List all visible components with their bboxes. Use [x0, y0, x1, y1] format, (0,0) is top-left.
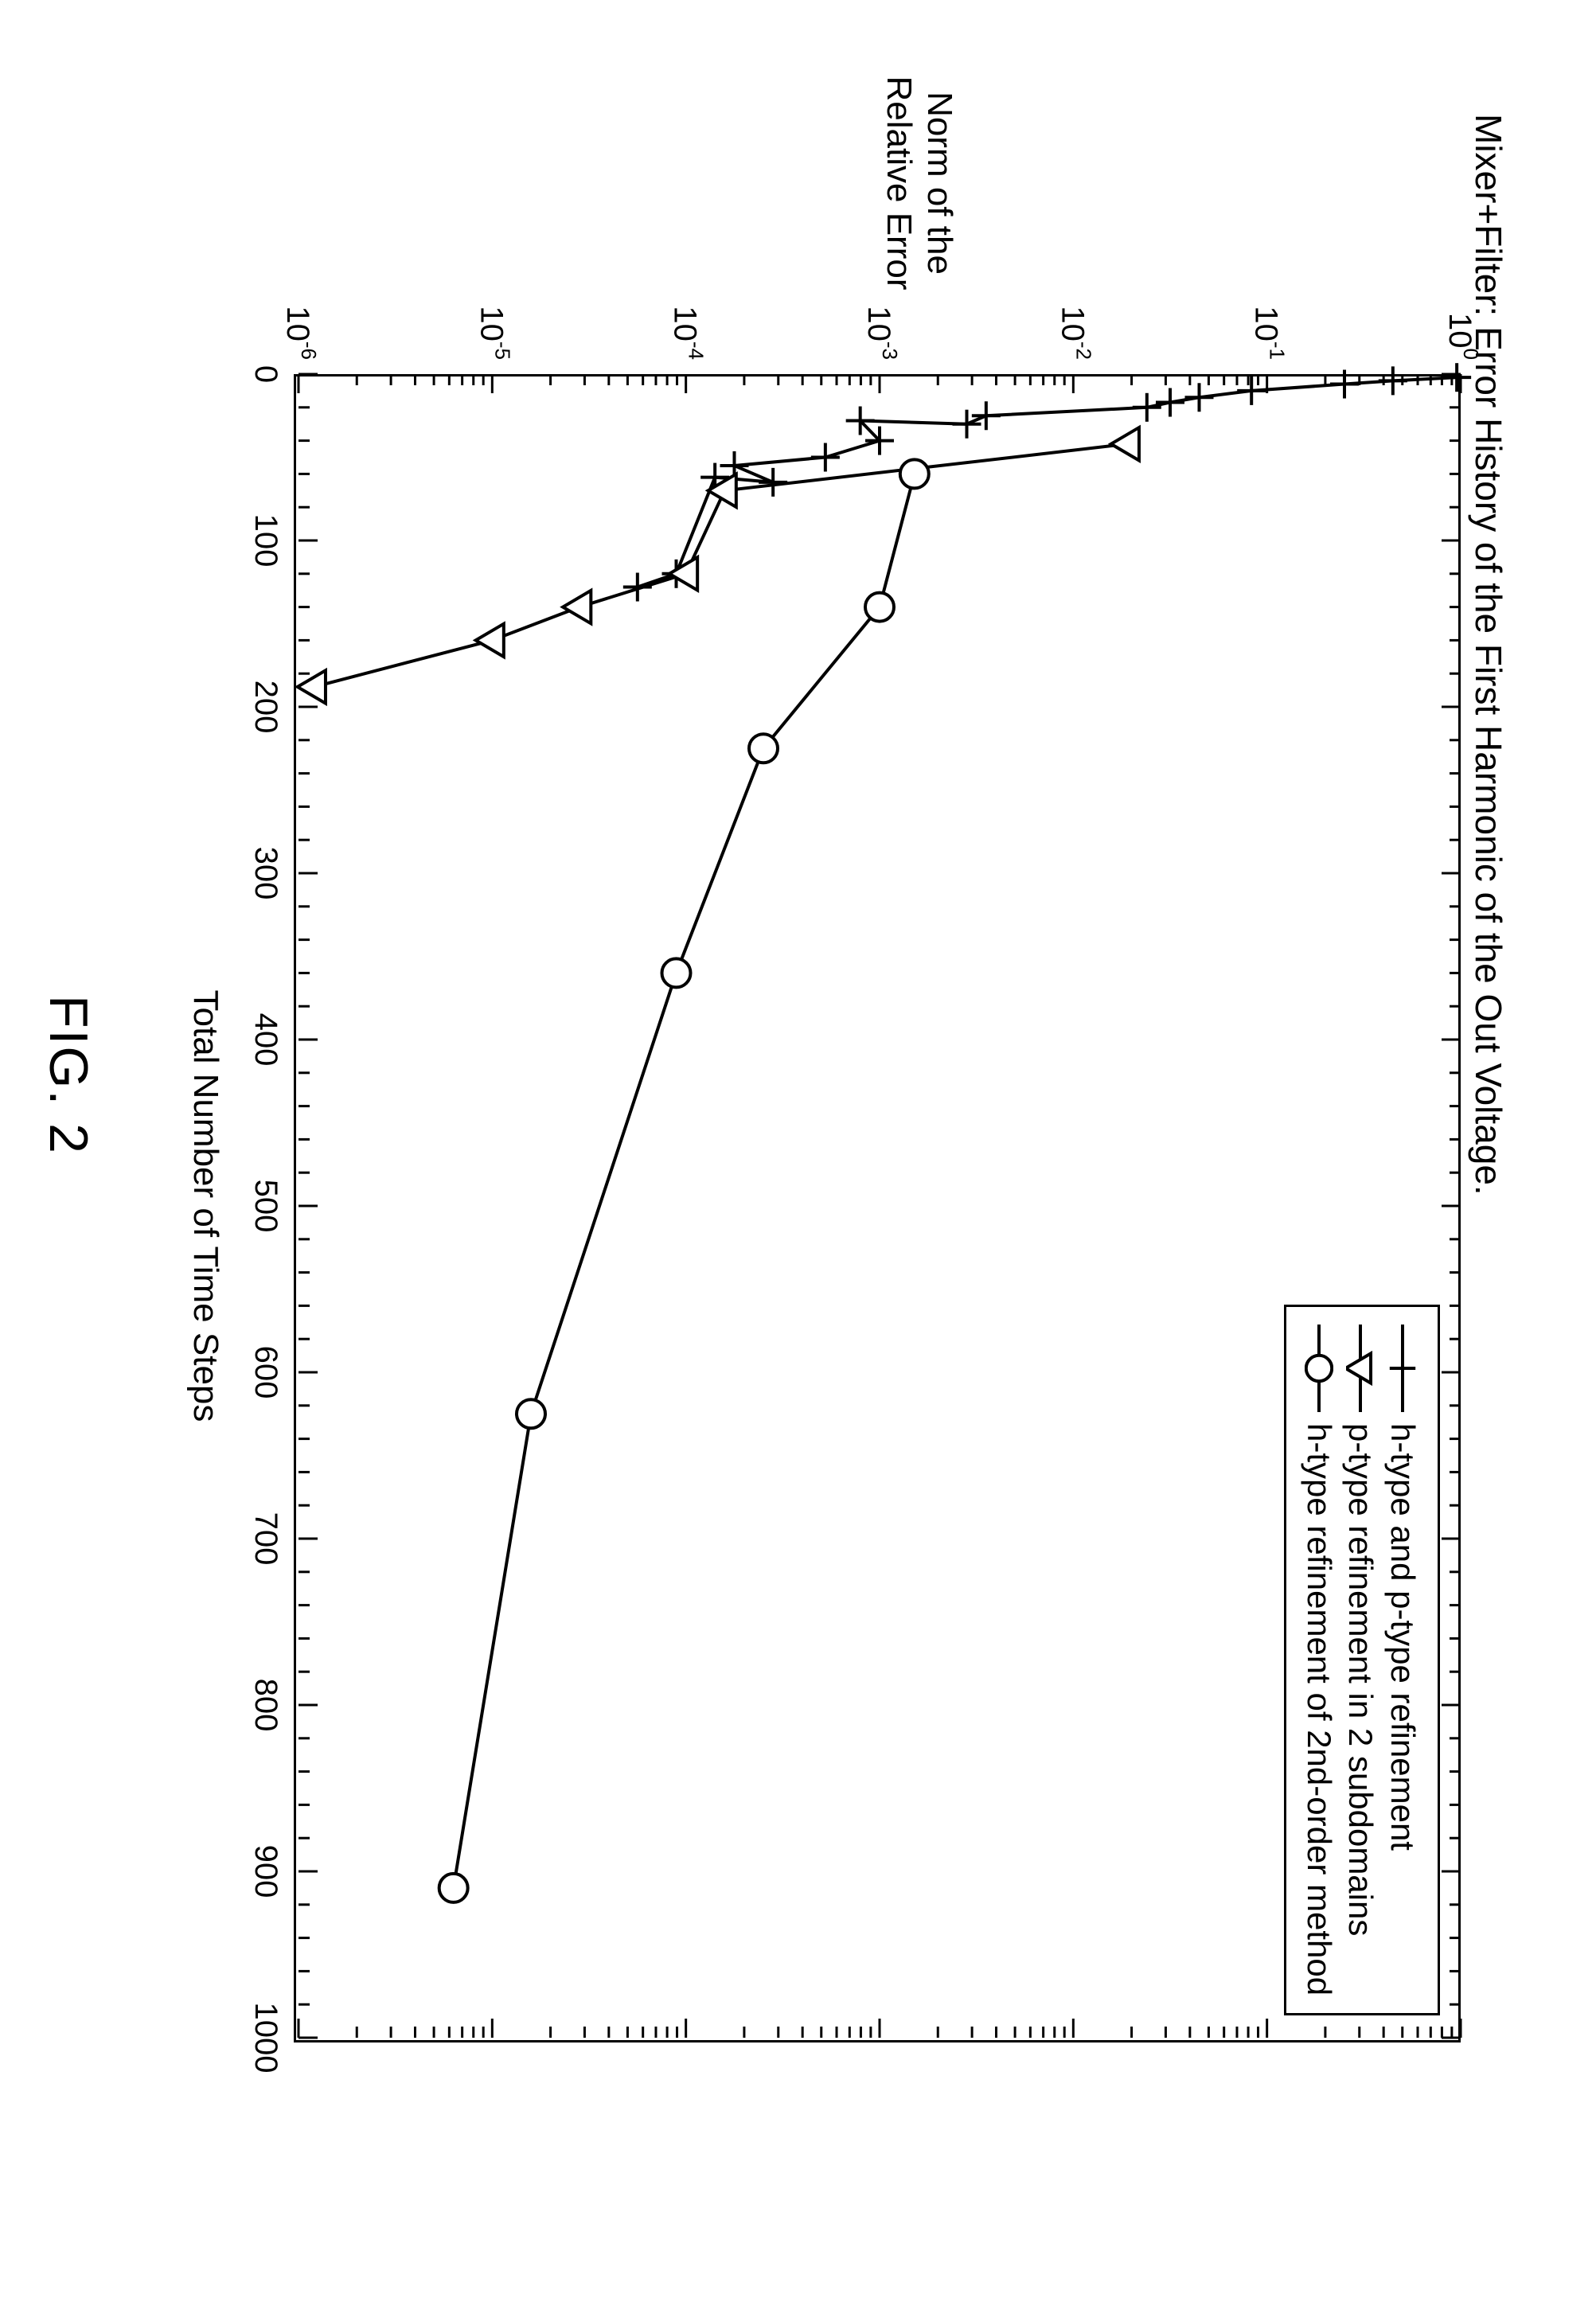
- legend-marker-icon: [1346, 1325, 1375, 1412]
- legend-label: h-type refinement of 2nd-order method: [1298, 1423, 1340, 1996]
- x-tick-label: 600: [248, 1346, 283, 1399]
- x-tick-label: 400: [248, 1013, 283, 1067]
- figure-label: FIG. 2: [37, 995, 100, 1155]
- y-tick-label: 100: [1442, 313, 1483, 360]
- legend-label: p-type refinement in 2 subdomains: [1340, 1423, 1382, 1936]
- series-2-markers: [439, 459, 929, 1902]
- x-tick-label: 200: [248, 681, 283, 734]
- legend-label: h-type and p-type refinement: [1382, 1423, 1424, 1851]
- y-tick-label: 10-1: [1249, 306, 1290, 360]
- x-tick-label: 1000: [248, 2003, 283, 2074]
- series-1-markers: [298, 427, 1139, 704]
- legend-item: h-type refinement of 2nd-order method: [1298, 1325, 1340, 1996]
- y-tick-label: 10-4: [668, 306, 708, 360]
- y-tick-label: 10-6: [280, 306, 321, 360]
- y-tick-label: 10-5: [474, 306, 514, 360]
- y-tick-label: 10-3: [861, 306, 902, 360]
- x-tick-label: 100: [248, 514, 283, 568]
- x-tick-label: 500: [248, 1180, 283, 1233]
- legend-marker-icon: [1305, 1325, 1333, 1412]
- legend-item: p-type refinement in 2 subdomains: [1340, 1325, 1382, 1996]
- x-tick-label: 700: [248, 1512, 283, 1566]
- x-axis-label: Total Number of Time Steps: [185, 990, 225, 1422]
- x-tick-label: 300: [248, 847, 283, 900]
- legend: h-type and p-type refinementp-type refin…: [1285, 1305, 1441, 2015]
- x-tick-label: 800: [248, 1679, 283, 1732]
- y-tick-label: 10-2: [1055, 306, 1095, 360]
- series-0-markers: [623, 363, 1471, 601]
- x-tick-label: 900: [248, 1845, 283, 1898]
- legend-item: h-type and p-type refinement: [1382, 1325, 1424, 1996]
- x-tick-label: 0: [248, 365, 283, 383]
- series-1: [314, 444, 1127, 687]
- series-2: [454, 474, 915, 1887]
- legend-marker-icon: [1388, 1325, 1417, 1412]
